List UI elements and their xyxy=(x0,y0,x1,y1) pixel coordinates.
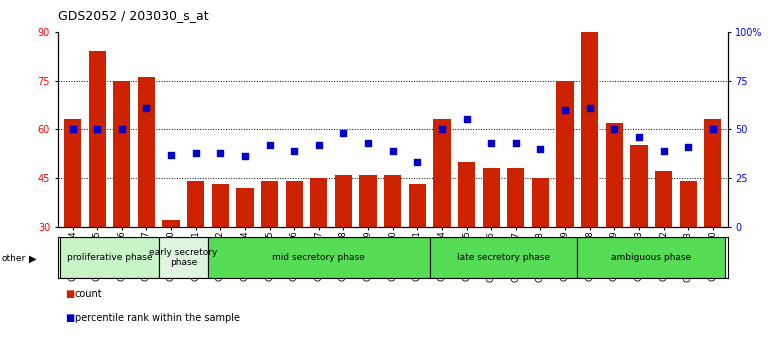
Point xyxy=(584,105,596,110)
Point xyxy=(658,148,670,154)
Bar xyxy=(138,77,155,324)
Point xyxy=(189,150,202,155)
Bar xyxy=(60,237,159,278)
Text: early secretory
phase: early secretory phase xyxy=(149,248,218,267)
Point xyxy=(313,142,325,148)
Bar xyxy=(532,178,549,324)
Bar xyxy=(162,220,179,324)
Text: late secretory phase: late secretory phase xyxy=(457,253,550,262)
Bar xyxy=(631,145,648,324)
Text: GDS2052 / 203030_s_at: GDS2052 / 203030_s_at xyxy=(58,9,209,22)
Bar xyxy=(680,181,697,324)
Point xyxy=(608,126,621,132)
Bar xyxy=(236,188,253,324)
Bar xyxy=(557,81,574,324)
Bar xyxy=(187,181,204,324)
Point xyxy=(263,142,276,148)
Point xyxy=(682,144,695,149)
Bar xyxy=(113,81,130,324)
Text: ■: ■ xyxy=(65,313,75,323)
Bar xyxy=(581,32,598,324)
Bar xyxy=(458,162,475,324)
Text: ■: ■ xyxy=(65,289,75,298)
Point xyxy=(436,126,448,132)
Text: percentile rank within the sample: percentile rank within the sample xyxy=(75,313,239,323)
Bar xyxy=(705,120,721,324)
Bar xyxy=(409,184,426,324)
Bar xyxy=(578,237,725,278)
Point xyxy=(559,107,571,113)
Bar xyxy=(655,171,672,324)
Point xyxy=(485,140,497,146)
Text: count: count xyxy=(75,289,102,298)
Bar xyxy=(434,120,450,324)
Point xyxy=(140,105,152,110)
Bar xyxy=(159,237,208,278)
Bar xyxy=(606,123,623,324)
Point xyxy=(362,140,374,146)
Point xyxy=(337,130,350,136)
Bar xyxy=(507,168,524,324)
Bar xyxy=(212,184,229,324)
Point xyxy=(165,152,177,157)
Bar xyxy=(360,175,377,324)
Point xyxy=(239,154,251,159)
Text: ambiguous phase: ambiguous phase xyxy=(611,253,691,262)
Point xyxy=(66,126,79,132)
Bar xyxy=(89,51,105,324)
Point xyxy=(411,160,424,165)
Point xyxy=(534,146,547,152)
Bar xyxy=(208,237,430,278)
Bar xyxy=(261,181,278,324)
Point xyxy=(214,150,226,155)
Point xyxy=(633,134,645,140)
Point xyxy=(460,117,473,122)
Point xyxy=(387,148,399,154)
Bar xyxy=(286,181,303,324)
Point xyxy=(510,140,522,146)
Text: ▶: ▶ xyxy=(29,253,37,263)
Text: proliferative phase: proliferative phase xyxy=(67,253,152,262)
Point xyxy=(288,148,300,154)
Text: other: other xyxy=(2,254,25,263)
Bar xyxy=(335,175,352,324)
Bar xyxy=(483,168,500,324)
Bar xyxy=(64,120,81,324)
Point xyxy=(91,126,103,132)
Bar xyxy=(430,237,578,278)
Bar xyxy=(310,178,327,324)
Point xyxy=(116,126,128,132)
Point xyxy=(707,126,719,132)
Text: mid secretory phase: mid secretory phase xyxy=(273,253,365,262)
Bar xyxy=(384,175,401,324)
